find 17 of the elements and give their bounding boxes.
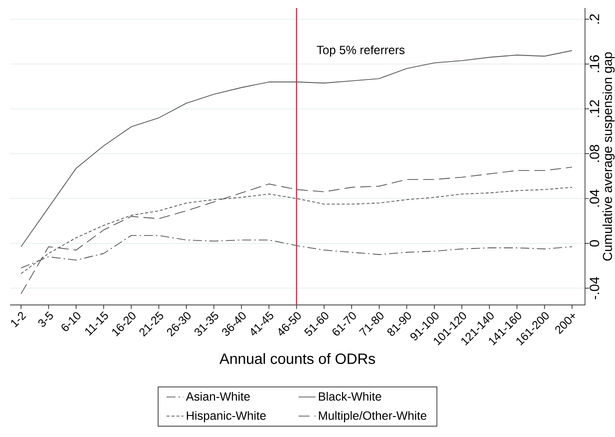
y-tick-label: -.04	[590, 276, 600, 300]
y-tick-label: .2	[590, 14, 600, 24]
y-tick-label: .04	[590, 190, 600, 207]
x-axis-title: Annual counts of ODRs	[219, 353, 376, 364]
y-tick-label: .08	[590, 144, 600, 162]
y-tick-label: 0	[590, 240, 600, 247]
y-tick-label: .12	[590, 100, 600, 117]
x-tick-label: 6-10	[62, 312, 80, 332]
legend-label: Asian-White	[186, 392, 250, 401]
y-axis-title: Cumulative average suspension gap	[602, 52, 615, 261]
legend-label: Multiple/Other-White	[318, 411, 426, 422]
legend-label: Hispanic-White	[186, 411, 266, 422]
legend-label: Black-White	[318, 392, 382, 401]
ref-line-label: Top 5% referrers	[316, 45, 405, 57]
x-tick-label: 1-2	[11, 312, 26, 328]
x-tick-label: 3-5	[38, 311, 53, 327]
y-tick-label: .16	[590, 55, 600, 72]
